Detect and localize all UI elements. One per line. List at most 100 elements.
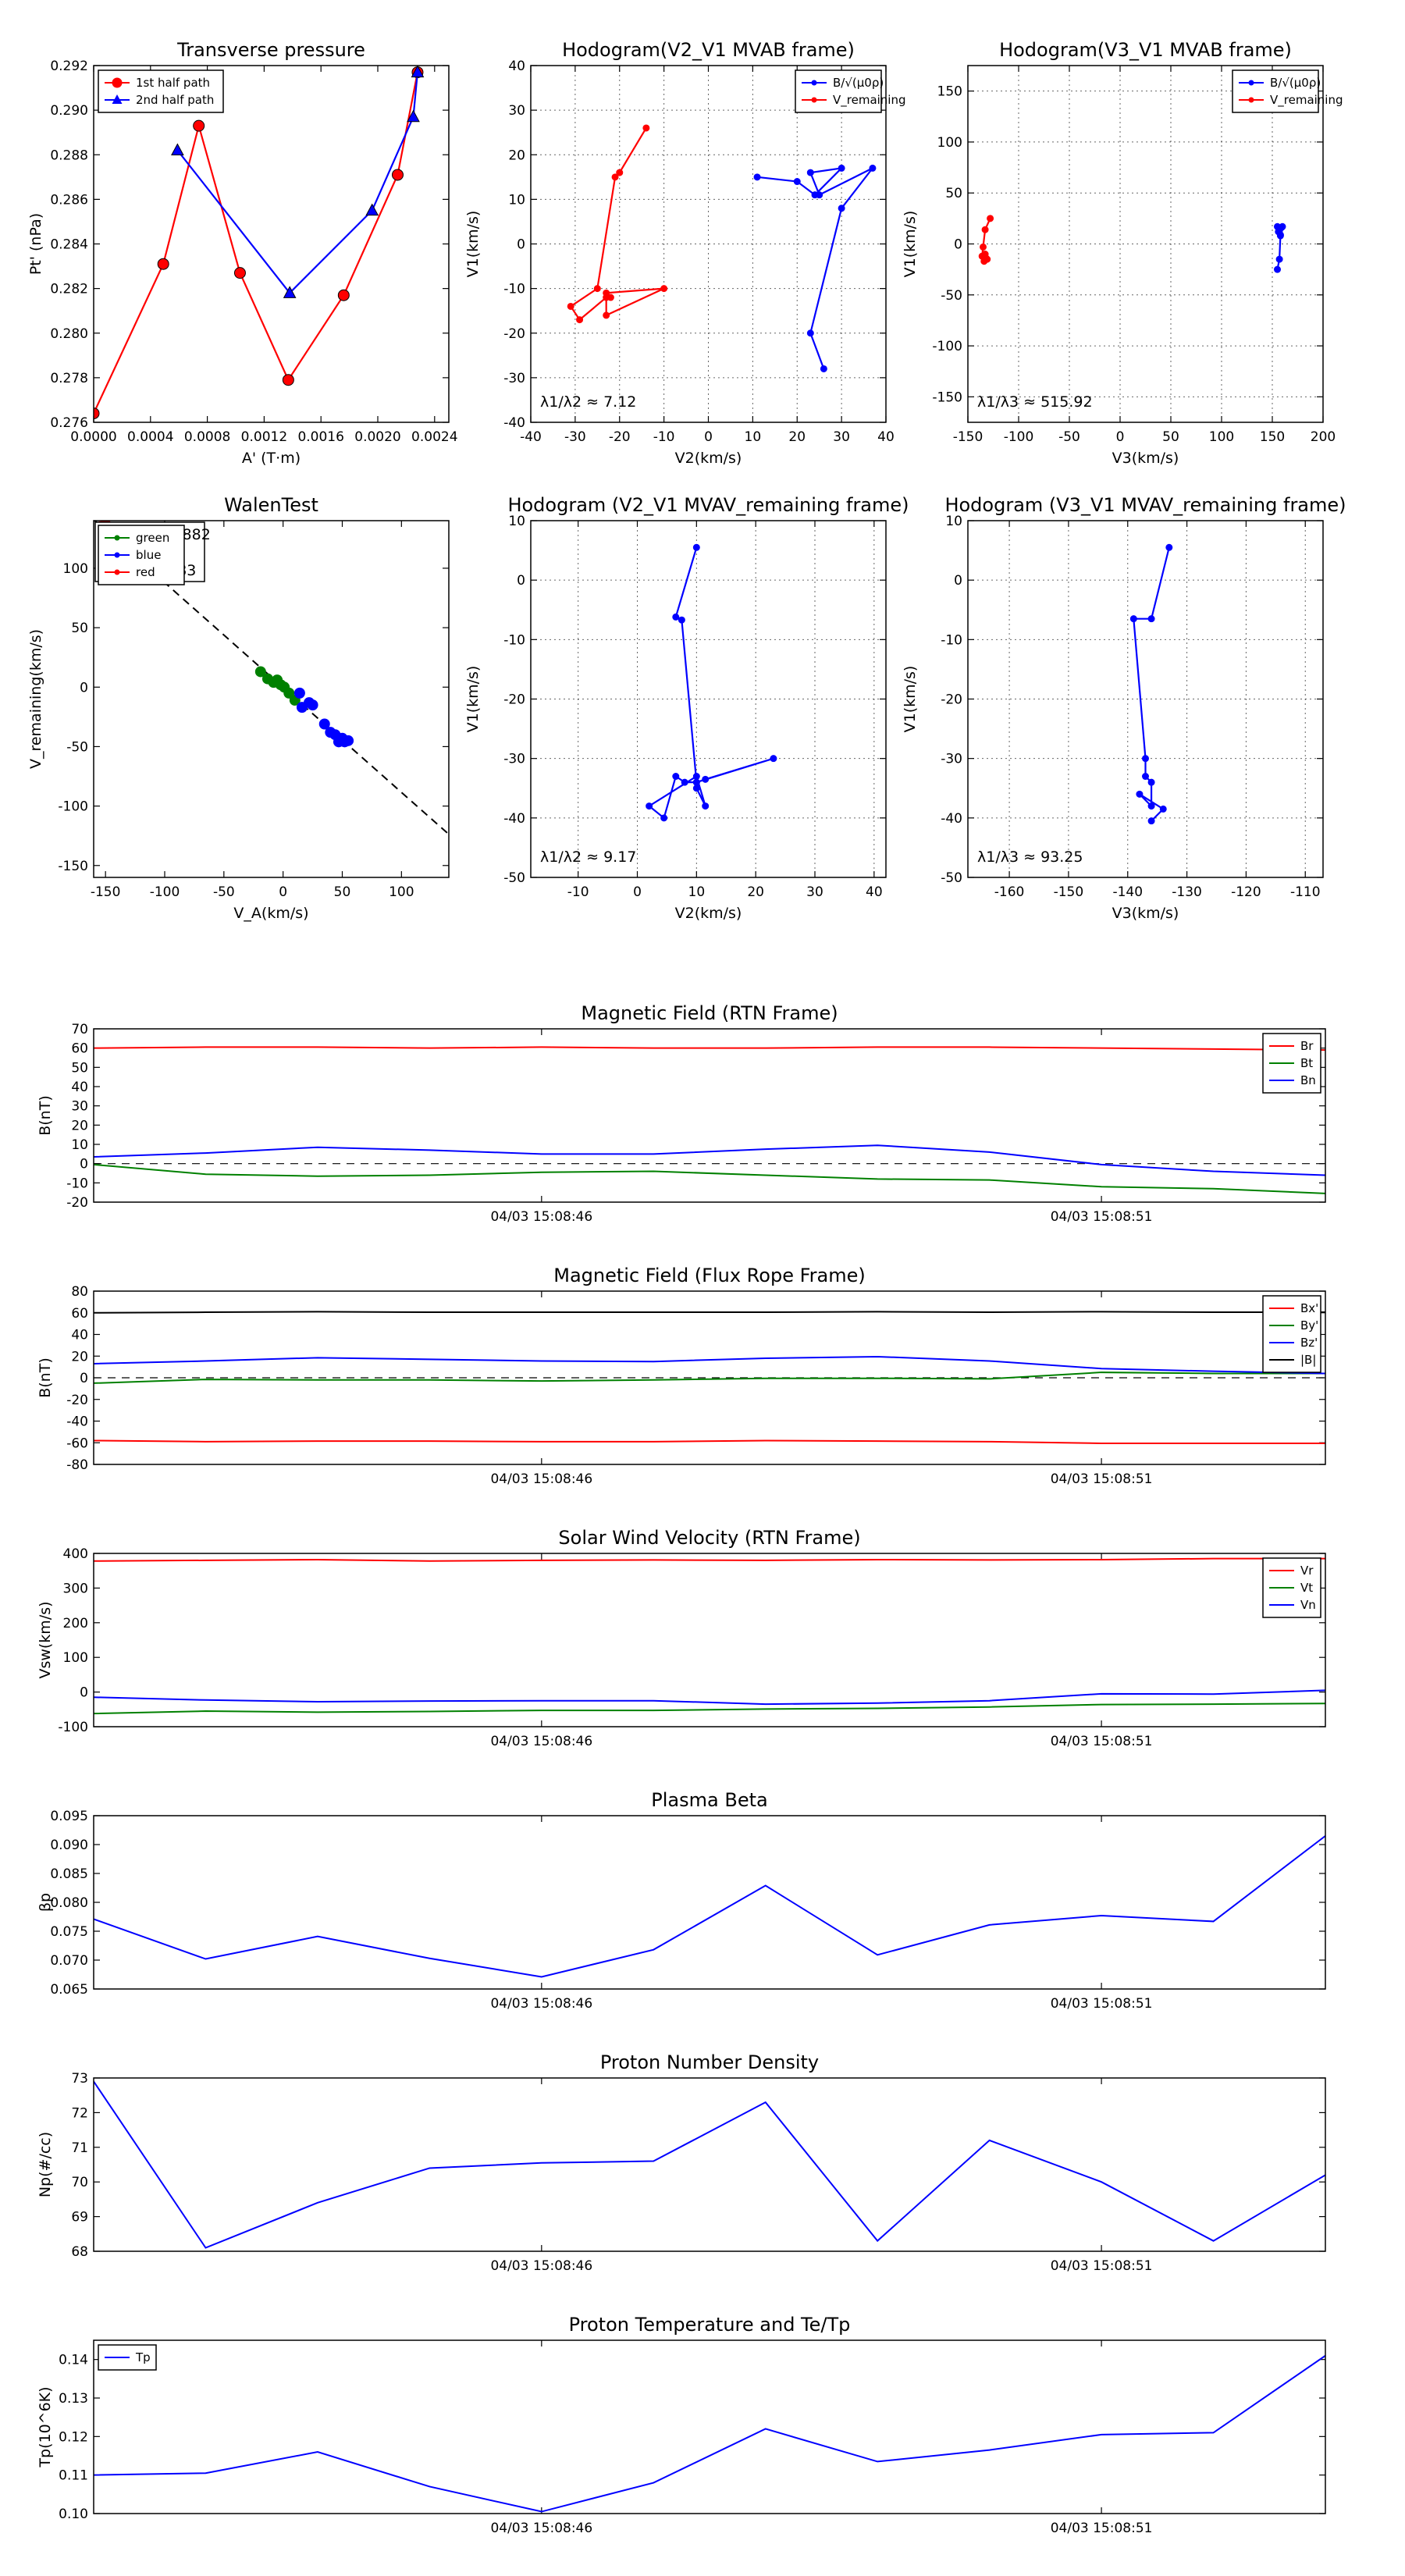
y-tick-label: -10 [503, 282, 525, 297]
y-tick-label: 200 [63, 1616, 88, 1631]
legend-label: Vt [1300, 1581, 1313, 1595]
data-point [678, 616, 685, 624]
x-tick-label: -160 [994, 884, 1025, 900]
x-tick-label: 0.0008 [184, 429, 230, 445]
x-tick-label: 200 [1311, 429, 1336, 445]
y-tick-label: 0.070 [50, 1953, 88, 1969]
y-tick-label: 0.10 [59, 2507, 88, 2522]
chart-title: Proton Temperature and Te/Tp [569, 2314, 851, 2336]
data-point [793, 178, 801, 186]
y-tick-label: 0 [80, 680, 88, 696]
legend-label: |B| [1300, 1353, 1316, 1367]
axes-frame [967, 65, 1324, 423]
data-point [1276, 232, 1284, 240]
legend-label: Vn [1300, 1598, 1316, 1612]
x-axis-label: V2(km/s) [675, 450, 742, 467]
series-line-0 [1133, 547, 1170, 822]
eigen-ratio: λ1/λ2 ≈ 7.12 [540, 393, 636, 411]
data-point [646, 802, 653, 810]
legend-label: B/√(μ0ρ) [1270, 76, 1321, 90]
plot-area [94, 1046, 1325, 1194]
x-tick-label: -150 [91, 884, 121, 900]
x-tick-label: 04/03 15:08:46 [490, 1471, 592, 1487]
y-tick-label: 68 [71, 2244, 88, 2260]
data-point [94, 407, 100, 420]
data-point [660, 814, 668, 822]
y-tick-label: -50 [503, 870, 525, 886]
legend: green blue red [98, 525, 185, 585]
x-tick-label: 100 [1209, 429, 1234, 445]
series-line-1 [94, 1163, 1325, 1194]
x-tick-label: 0.0024 [411, 429, 457, 445]
chart-title: Solar Wind Velocity (RTN Frame) [558, 1527, 860, 1549]
legend: Bx' By' Bz' |B| [1262, 1295, 1321, 1373]
y-tick-label: 0.284 [50, 237, 88, 253]
data-point [816, 191, 823, 199]
data-point [981, 226, 989, 233]
y-axis-label: Tp(10^6K) [37, 2386, 54, 2467]
y-tick-label: 0 [80, 1157, 88, 1172]
data-point [343, 735, 354, 746]
y-tick-label: 40 [71, 1328, 88, 1343]
y-tick-label: -50 [941, 870, 962, 886]
plot-area [646, 543, 777, 822]
y-tick-label: -50 [941, 288, 962, 304]
series-line-0 [94, 2080, 1325, 2249]
chart-9: Plasma Beta 0.065 0.070 0.075 0.080 0.085 0.09… [37, 1789, 1326, 2012]
x-tick-label: 04/03 15:08:46 [490, 1209, 592, 1225]
y-tick-label: -100 [58, 799, 88, 815]
data-point [603, 289, 610, 297]
y-axis-label: Pt' (nPa) [27, 213, 44, 275]
x-tick-label: 10 [745, 429, 762, 445]
y-tick-label: 50 [945, 186, 962, 201]
chart-6: Magnetic Field (RTN Frame) -20 -10 0 10 20 30 4… [37, 1002, 1326, 1225]
x-tick-label: 04/03 15:08:51 [1051, 1996, 1153, 2012]
y-tick-label: 70 [71, 1022, 88, 1037]
x-tick-label: 04/03 15:08:51 [1051, 1209, 1153, 1225]
legend: Br Bt Bn [1262, 1033, 1321, 1094]
legend-label: B/√(μ0ρ) [833, 76, 884, 90]
data-point [770, 755, 777, 763]
y-tick-label: -20 [503, 326, 525, 342]
y-axis-label: V1(km/s) [464, 211, 482, 278]
data-point [593, 285, 601, 293]
y-tick-label: -100 [58, 1720, 88, 1735]
plot-area [1129, 543, 1173, 825]
x-tick-label: -20 [609, 429, 631, 445]
data-point [806, 329, 814, 337]
legend-marker [112, 77, 123, 88]
y-tick-label: 10 [71, 1137, 88, 1153]
y-tick-label: 0.286 [50, 192, 88, 208]
series-line-2 [94, 1144, 1325, 1176]
chart-title: WalenTest [224, 494, 318, 516]
y-tick-label: 150 [937, 84, 962, 100]
chart-8: Solar Wind Velocity (RTN Frame) -100 0 100 2… [37, 1527, 1326, 1749]
y-tick-label: 0.065 [50, 1982, 88, 1998]
x-tick-label: -10 [653, 429, 675, 445]
y-axis-label: Np(#/cc) [37, 2132, 54, 2197]
x-tick-label: 30 [833, 429, 850, 445]
data-point [692, 778, 700, 786]
chart-title: Hodogram(V2_V1 MVAB frame) [562, 39, 855, 61]
data-point [365, 203, 379, 216]
x-tick-label: 0 [704, 429, 713, 445]
data-point [838, 205, 845, 212]
chart-title: Proton Number Density [600, 2051, 819, 2073]
data-point [193, 119, 205, 132]
data-point [1136, 790, 1144, 798]
y-tick-label: -40 [66, 1414, 88, 1430]
data-point [411, 66, 425, 78]
x-tick-label: 0.0016 [297, 429, 343, 445]
chart-3: WalenTest -150 -100 -50 0 50 100 -150 -100 -50 0 50… [27, 494, 450, 922]
data-point [1129, 615, 1137, 623]
data-point [283, 286, 297, 298]
y-tick-label: -60 [66, 1436, 88, 1451]
x-tick-label: -150 [953, 429, 984, 445]
x-tick-label: 100 [389, 884, 414, 900]
chart-title: Magnetic Field (Flux Rope Frame) [553, 1265, 865, 1286]
chart-title: Plasma Beta [651, 1789, 767, 1811]
axes-frame [93, 1553, 1326, 1727]
chart-11: Proton Temperature and Te/Tp 0.10 0.11 0.12… [37, 2314, 1326, 2536]
y-tick-label: 0.288 [50, 148, 88, 163]
y-tick-label: -10 [66, 1176, 88, 1191]
